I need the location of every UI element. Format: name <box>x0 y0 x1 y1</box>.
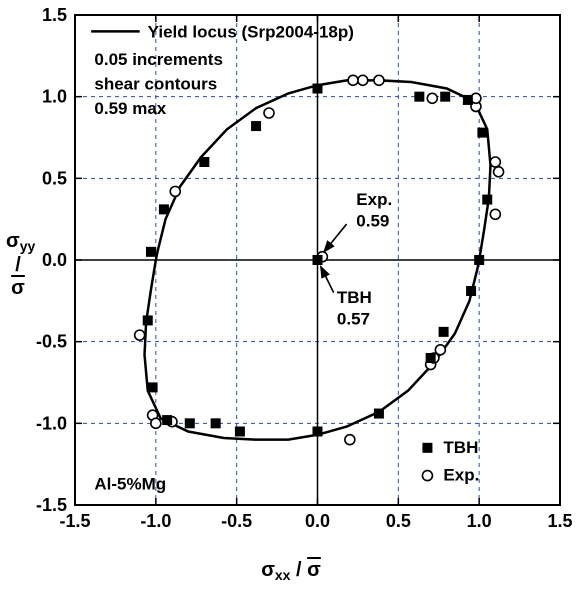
y-tick-label: 1.0 <box>42 87 67 107</box>
x-tick-label: 0.5 <box>386 511 411 531</box>
tbh-point <box>313 255 323 265</box>
exp-point <box>135 330 145 340</box>
exp-point <box>494 167 504 177</box>
y-tick-label: -1.0 <box>36 413 67 433</box>
y-tick-label: 0.0 <box>42 250 67 270</box>
note-shear: shear contours <box>94 75 217 94</box>
y-tick-label: -0.5 <box>36 332 67 352</box>
exp-point <box>264 108 274 118</box>
x-axis-label: σxx / σ <box>0 559 582 583</box>
exp-point <box>345 435 355 445</box>
tbh-point <box>199 157 209 167</box>
tbh-center-label: TBH <box>337 288 372 307</box>
exp-point <box>358 75 368 85</box>
tbh-point <box>474 255 484 265</box>
tbh-point <box>466 286 476 296</box>
chart-container: -1.5-1.0-0.50.00.51.01.5-1.5-1.0-0.50.00… <box>0 0 582 589</box>
exp-point <box>151 418 161 428</box>
exp-point <box>435 345 445 355</box>
legend-tbh-label: TBH <box>443 438 478 457</box>
exp-point <box>427 93 437 103</box>
y-tick-label: 1.5 <box>42 5 67 25</box>
exp-center-value: 0.59 <box>356 211 389 230</box>
legend-exp-label: Exp. <box>443 466 479 485</box>
y-tick-label: -1.5 <box>36 495 67 515</box>
tbh-point <box>159 204 169 214</box>
note-max: 0.59 max <box>94 99 166 118</box>
x-tick-label: 0.0 <box>305 511 330 531</box>
exp-center-label: Exp. <box>356 190 392 209</box>
y-tick-label: 0.5 <box>42 168 67 188</box>
tbh-point <box>146 247 156 257</box>
x-tick-label: 1.5 <box>547 511 572 531</box>
yield-locus-chart: -1.5-1.0-0.50.00.51.01.5-1.5-1.0-0.50.00… <box>0 0 582 589</box>
exp-point <box>490 157 500 167</box>
tbh-point <box>426 353 436 363</box>
material-label: Al-5%Mg <box>94 474 166 493</box>
tbh-point <box>482 195 492 205</box>
x-tick-label: -1.0 <box>140 511 171 531</box>
tbh-point <box>414 92 424 102</box>
tbh-point <box>463 95 473 105</box>
exp-point <box>348 75 358 85</box>
tbh-point <box>439 327 449 337</box>
note-increments: 0.05 increments <box>94 50 223 69</box>
exp-point <box>490 209 500 219</box>
x-tick-label: -0.5 <box>221 511 252 531</box>
tbh-point <box>185 418 195 428</box>
legend-tbh-marker <box>422 443 432 453</box>
tbh-point <box>162 415 172 425</box>
tbh-point <box>235 427 245 437</box>
legend-yield-locus-label: Yield locus (Srp2004-18p) <box>148 22 354 41</box>
tbh-point <box>211 418 221 428</box>
exp-point <box>170 186 180 196</box>
tbh-point <box>148 382 158 392</box>
tbh-point <box>313 84 323 94</box>
tbh-point <box>143 315 153 325</box>
x-tick-label: 1.0 <box>467 511 492 531</box>
y-axis-label: σyy / σ <box>6 230 30 300</box>
tbh-center-value: 0.57 <box>337 309 370 328</box>
tbh-point <box>251 121 261 131</box>
tbh-point <box>440 92 450 102</box>
tbh-point <box>313 427 323 437</box>
tbh-point <box>374 409 384 419</box>
legend-exp-marker <box>422 471 432 481</box>
exp-point <box>374 75 384 85</box>
tbh-point <box>477 128 487 138</box>
